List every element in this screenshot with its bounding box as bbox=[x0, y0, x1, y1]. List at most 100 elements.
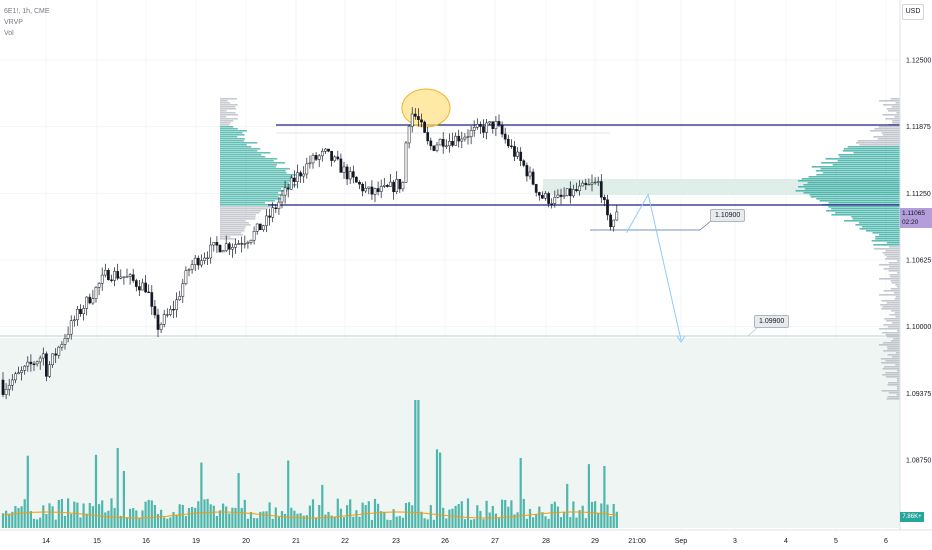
candle bbox=[389, 173, 392, 188]
legend-symbol[interactable]: 6E1!, 1h, CME bbox=[4, 8, 50, 15]
candle bbox=[193, 255, 197, 272]
candle bbox=[438, 138, 442, 146]
candle bbox=[457, 129, 461, 148]
chart-legend[interactable]: 6E1!, 1h, CME VRVP Vol bbox=[4, 6, 50, 39]
volume-profile-row bbox=[220, 218, 256, 220]
volume-bar bbox=[287, 460, 290, 528]
volume-profile-row bbox=[831, 214, 900, 216]
volume-profile-row bbox=[888, 382, 900, 384]
volume-bar bbox=[364, 505, 367, 528]
candle bbox=[26, 356, 30, 372]
volume-profile-row bbox=[891, 310, 900, 312]
candle bbox=[367, 186, 371, 195]
volume-bar bbox=[408, 502, 411, 528]
candle bbox=[330, 150, 333, 167]
candle bbox=[293, 170, 296, 188]
volume-profile-row bbox=[886, 398, 900, 400]
volume-profile-row bbox=[874, 128, 900, 130]
volume-profile-row bbox=[220, 164, 277, 166]
candle bbox=[17, 366, 20, 375]
candle bbox=[69, 315, 73, 340]
volume-bar bbox=[284, 513, 287, 528]
volume-profile-row bbox=[804, 188, 900, 190]
volume-profile-row bbox=[887, 384, 900, 386]
volume-profile-row bbox=[828, 202, 900, 204]
volume-bar bbox=[513, 514, 516, 528]
candle bbox=[559, 188, 563, 205]
candle bbox=[156, 308, 160, 338]
candle bbox=[51, 353, 54, 368]
candle bbox=[172, 300, 175, 319]
volume-bar bbox=[367, 501, 370, 528]
candle bbox=[568, 181, 572, 204]
volume-profile-row bbox=[220, 118, 238, 120]
volume-bar bbox=[1, 513, 5, 528]
volume-bar bbox=[110, 498, 113, 528]
volume-profile-row bbox=[885, 360, 900, 362]
volume-profile-row bbox=[220, 188, 282, 190]
candle bbox=[451, 132, 454, 148]
volume-profile-row bbox=[861, 226, 900, 228]
volume-profile-row bbox=[873, 136, 900, 138]
lower-zone bbox=[0, 338, 900, 528]
volume-profile-row bbox=[838, 154, 900, 156]
volume-profile-row bbox=[220, 108, 237, 110]
price-axis: 1.12500 1.11875 1.11250 1.10625 1.10000 1.093… bbox=[906, 58, 931, 465]
bar-countdown: 02:20 bbox=[902, 219, 919, 226]
volume-profile-row bbox=[220, 116, 227, 118]
volume-bar bbox=[246, 518, 249, 528]
volume-profile-row bbox=[887, 396, 900, 398]
candle bbox=[547, 191, 550, 208]
volume-profile-row bbox=[220, 216, 256, 218]
legend-indicator-vol[interactable]: Vol bbox=[4, 30, 14, 37]
volume-bar bbox=[470, 519, 473, 528]
volume-profile-row bbox=[810, 196, 900, 198]
current-price-value: 1.11065 bbox=[902, 210, 926, 217]
candle bbox=[448, 133, 451, 153]
candle bbox=[333, 155, 337, 163]
volume-profile-row bbox=[875, 236, 900, 238]
volume-bar bbox=[609, 516, 612, 528]
candle bbox=[181, 278, 185, 303]
volume-bar bbox=[569, 517, 572, 528]
volume-bar bbox=[104, 512, 107, 528]
volume-bar bbox=[597, 512, 600, 528]
volume-profile-row bbox=[883, 350, 900, 352]
volume-profile-row bbox=[879, 278, 900, 280]
volume-profile-row bbox=[884, 254, 900, 256]
target-label-1[interactable]: 1.10900 bbox=[710, 209, 746, 222]
candle bbox=[386, 183, 389, 188]
target-label-2[interactable]: 1.09900 bbox=[754, 315, 790, 328]
candle bbox=[314, 152, 318, 162]
candle bbox=[76, 305, 79, 326]
volume-profile-row bbox=[220, 182, 289, 184]
candle bbox=[565, 188, 569, 197]
candle bbox=[268, 208, 271, 226]
volume-bar bbox=[48, 503, 51, 528]
volume-bar bbox=[253, 518, 256, 528]
candle bbox=[262, 224, 265, 232]
volume-bar bbox=[466, 498, 470, 528]
candle bbox=[479, 121, 482, 134]
candle bbox=[562, 187, 566, 200]
candle bbox=[113, 267, 116, 287]
volume-bar bbox=[349, 499, 352, 528]
candle bbox=[165, 308, 169, 318]
candle bbox=[308, 155, 312, 169]
candle bbox=[444, 139, 448, 150]
candle bbox=[358, 180, 361, 190]
candle bbox=[534, 183, 538, 197]
volume-bar bbox=[209, 504, 212, 528]
volume-profile-row bbox=[220, 170, 286, 172]
volume-bar bbox=[398, 515, 401, 528]
volume-profile-row bbox=[885, 372, 900, 374]
candle bbox=[500, 121, 504, 138]
candle bbox=[531, 168, 535, 186]
legend-indicator-vrvp[interactable]: VRVP bbox=[4, 19, 23, 26]
volume-profile-row bbox=[887, 354, 900, 356]
volume-bar bbox=[305, 515, 308, 528]
volume-bar bbox=[23, 499, 26, 528]
currency-button[interactable]: USD bbox=[902, 4, 924, 20]
volume-profile-row bbox=[797, 186, 900, 188]
